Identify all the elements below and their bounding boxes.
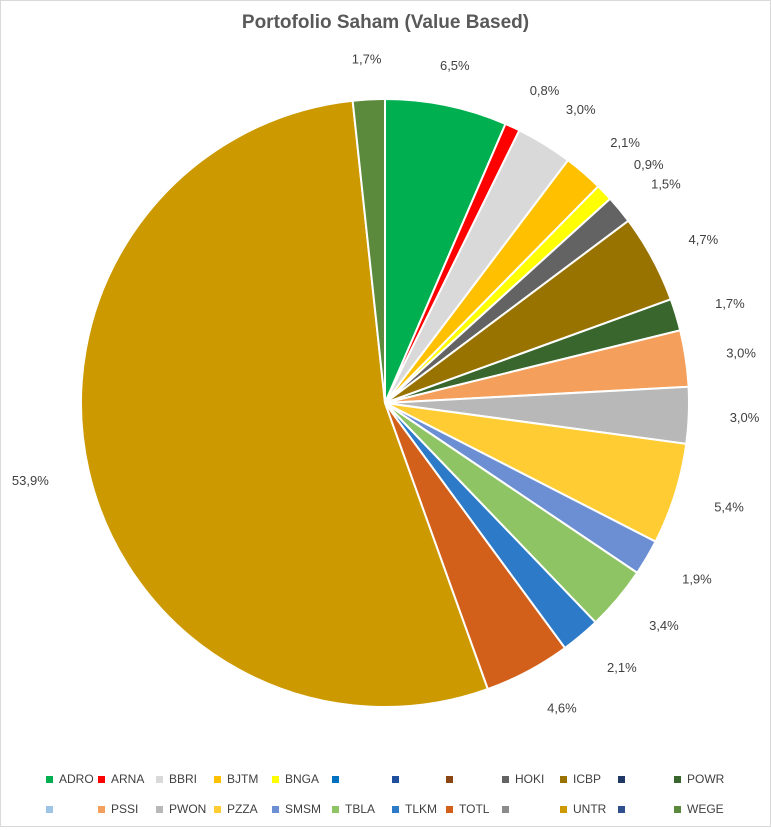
- data-label-pssi: 3,0%: [726, 345, 756, 360]
- legend-swatch: [98, 775, 105, 783]
- legend-label: POWR: [687, 772, 725, 786]
- legend-label: PSSI: [111, 802, 139, 816]
- legend-swatch: [560, 775, 567, 783]
- legend-item: [502, 800, 515, 818]
- chart-legend: ADRO ARNA BBRI BJTM BNGA HOKI ICBP POWR PSSI PWON…: [46, 770, 746, 830]
- legend-item: TOTL: [446, 800, 489, 818]
- legend-item: HOKI: [502, 770, 544, 788]
- legend-swatch: [392, 775, 399, 783]
- legend-item: [618, 800, 631, 818]
- data-label-smsm: 1,9%: [682, 571, 712, 586]
- legend-label: BNGA: [285, 772, 320, 786]
- legend-swatch: [392, 805, 399, 813]
- legend-swatch: [214, 805, 221, 813]
- data-label-adro: 6,5%: [440, 58, 470, 73]
- data-label-tlkm: 2,1%: [607, 660, 637, 675]
- legend-swatch: [674, 775, 681, 783]
- legend-label: WEGE: [687, 802, 724, 816]
- legend-swatch: [674, 805, 681, 813]
- legend-item: TLKM: [392, 800, 437, 818]
- data-label-arna: 0,8%: [530, 83, 560, 98]
- legend-item: PZZA: [214, 800, 258, 818]
- data-label-untr: 53,9%: [12, 473, 49, 488]
- data-label-icbp: 4,7%: [689, 232, 719, 247]
- data-label-pwon: 3,0%: [730, 410, 760, 425]
- legend-item: UNTR: [560, 800, 606, 818]
- legend-swatch: [214, 775, 221, 783]
- legend-item: PWON: [156, 800, 206, 818]
- data-label-hoki: 1,5%: [651, 177, 681, 192]
- legend-label: ICBP: [573, 772, 602, 786]
- legend-label: SMSM: [285, 802, 321, 816]
- legend-label: PZZA: [227, 802, 258, 816]
- legend-label: TOTL: [459, 802, 490, 816]
- legend-swatch: [156, 775, 163, 783]
- legend-label: BJTM: [227, 772, 259, 786]
- legend-row: PSSI PWON PZZA SMSM TBLA TLKM TOTL UNTR WEGE: [46, 800, 746, 830]
- pie-slice-wege: [351, 97, 386, 404]
- legend-swatch: [618, 805, 625, 813]
- legend-item: POWR: [674, 770, 724, 788]
- data-label-bjtm: 2,1%: [610, 135, 640, 150]
- legend-swatch: [502, 775, 509, 783]
- legend-swatch: [446, 775, 453, 783]
- legend-item: ADRO: [46, 770, 94, 788]
- data-label-powr: 1,7%: [715, 296, 745, 311]
- legend-swatch: [332, 775, 339, 783]
- legend-item: ARNA: [98, 770, 144, 788]
- legend-swatch: [560, 805, 567, 813]
- data-label-totl: 4,6%: [547, 701, 577, 716]
- legend-label: TLKM: [405, 802, 438, 816]
- data-label-bbri: 3,0%: [566, 102, 596, 117]
- legend-item: BJTM: [214, 770, 258, 788]
- legend-item: [392, 770, 405, 788]
- legend-swatch: [46, 775, 53, 783]
- legend-swatch: [46, 805, 53, 813]
- legend-item: TBLA: [332, 800, 375, 818]
- legend-item: SMSM: [272, 800, 321, 818]
- data-label-wege: 1,7%: [352, 52, 382, 67]
- legend-item: PSSI: [98, 800, 138, 818]
- data-label-tbla: 3,4%: [649, 618, 679, 633]
- legend-item: [46, 800, 59, 818]
- chart-title: Portofolio Saham (Value Based): [241, 12, 530, 33]
- legend-swatch: [272, 805, 279, 813]
- legend-swatch: [618, 775, 625, 783]
- legend-item: [446, 770, 459, 788]
- legend-row: ADRO ARNA BBRI BJTM BNGA HOKI ICBP POWR: [46, 770, 746, 800]
- legend-swatch: [272, 775, 279, 783]
- legend-label: BBRI: [169, 772, 198, 786]
- legend-item: BNGA: [272, 770, 319, 788]
- pie-slice-adro: [384, 97, 507, 404]
- legend-label: UNTR: [573, 802, 607, 816]
- legend-swatch: [332, 805, 339, 813]
- legend-label: PWON: [169, 802, 207, 816]
- pie-slice-untr: [80, 99, 490, 708]
- legend-label: ARNA: [111, 772, 145, 786]
- legend-item: ICBP: [560, 770, 601, 788]
- legend-label: HOKI: [515, 772, 545, 786]
- legend-swatch: [156, 805, 163, 813]
- legend-label: TBLA: [345, 802, 376, 816]
- legend-item: BBRI: [156, 770, 197, 788]
- data-label-pzza: 5,4%: [714, 499, 744, 514]
- legend-swatch: [502, 805, 509, 813]
- legend-swatch: [98, 805, 105, 813]
- legend-label: ADRO: [59, 772, 94, 786]
- legend-item: [618, 770, 631, 788]
- legend-item: [332, 770, 345, 788]
- data-label-bnga: 0,9%: [634, 157, 664, 172]
- legend-swatch: [446, 805, 453, 813]
- legend-item: WEGE: [674, 800, 724, 818]
